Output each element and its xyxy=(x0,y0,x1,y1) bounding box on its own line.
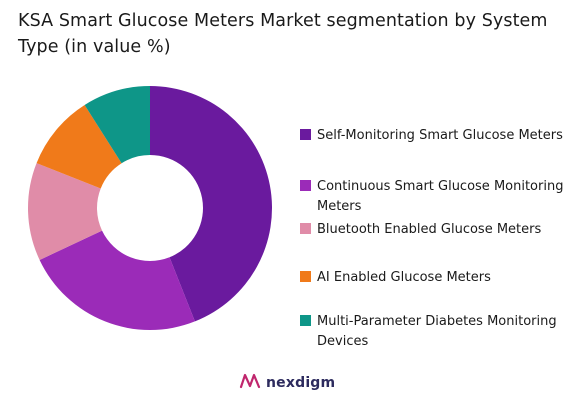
legend-label: Continuous Smart Glucose Monitoring Mete… xyxy=(317,179,564,214)
legend-label: Bluetooth Enabled Glucose Meters xyxy=(317,222,542,237)
legend-swatch xyxy=(300,180,311,191)
nexdigm-logo-icon xyxy=(239,372,261,394)
donut-slice-multi-parameter xyxy=(84,86,150,164)
donut-slice-ai-enabled xyxy=(36,104,122,189)
legend-swatch xyxy=(300,223,311,234)
legend-label: Self-Monitoring Smart Glucose Meters xyxy=(317,128,563,143)
brand-name: nexdigm xyxy=(266,375,336,391)
chart-title: KSA Smart Glucose Meters Market segmenta… xyxy=(18,11,548,57)
legend-label: AI Enabled Glucose Meters xyxy=(317,270,491,285)
legend-swatch xyxy=(300,271,311,282)
legend-swatch xyxy=(300,315,311,326)
donut-slice-bluetooth xyxy=(28,163,103,260)
donut-slice-self-monitoring xyxy=(150,86,272,322)
legend-label: Multi-Parameter Diabetes Monitoring Devi… xyxy=(317,314,557,349)
legend-swatch xyxy=(300,129,311,140)
brand-logo: nexdigm xyxy=(239,372,335,394)
donut-slice-continuous xyxy=(39,230,195,330)
